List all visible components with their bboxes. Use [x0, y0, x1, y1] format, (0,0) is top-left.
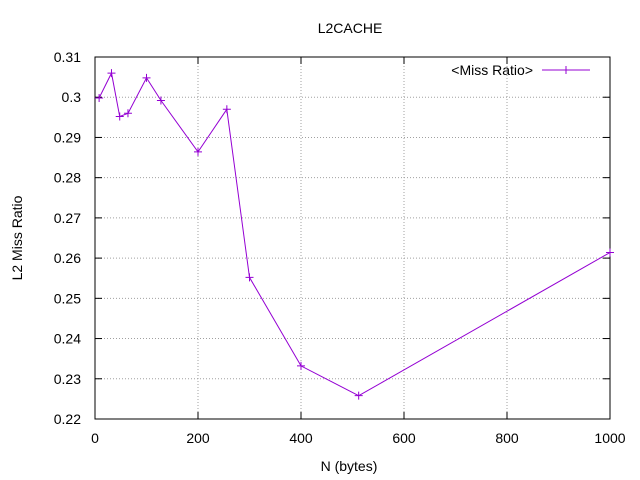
grid-lines — [95, 57, 610, 419]
data-point-marker — [95, 94, 104, 103]
chart-title: L2CACHE — [318, 20, 383, 36]
data-point-marker — [297, 361, 305, 370]
data-point-marker — [245, 273, 254, 282]
x-tick-label: 600 — [392, 430, 416, 446]
y-tick-label: 0.28 — [54, 170, 81, 186]
data-point-marker — [156, 96, 165, 105]
y-tick-label: 0.25 — [54, 290, 81, 306]
data-point-marker — [115, 112, 124, 121]
data-point-marker — [107, 69, 116, 78]
x-tick-label: 200 — [186, 430, 210, 446]
axis-ticks: 0.22 0.23 0.24 0.25 0.26 0.27 0.28 0.29 0.3 0.31 0… — [54, 49, 626, 446]
legend-marker — [562, 66, 570, 74]
series-line — [98, 71, 611, 397]
legend-label: <Miss Ratio> — [451, 62, 533, 78]
data-point-marker — [606, 248, 614, 257]
data-point-marker — [123, 109, 132, 118]
legend: <Miss Ratio> — [451, 62, 590, 78]
x-axis-title: N (bytes) — [321, 458, 378, 474]
data-point-marker — [194, 147, 202, 156]
x-tick-label: 400 — [289, 430, 313, 446]
y-tick-label: 0.27 — [54, 210, 81, 226]
y-tick-label: 0.31 — [54, 49, 81, 65]
y-tick-label: 0.26 — [54, 250, 81, 266]
x-tick-label: 1000 — [594, 430, 625, 446]
y-tick-label: 0.29 — [54, 129, 81, 145]
y-axis-title: L2 Miss Ratio — [9, 195, 25, 280]
data-series — [95, 69, 614, 400]
y-tick-label: 0.24 — [54, 331, 81, 347]
y-tick-label: 0.23 — [54, 371, 81, 387]
x-tick-label: 800 — [495, 430, 519, 446]
y-tick-label: 0.22 — [54, 411, 81, 427]
data-point-marker — [354, 391, 363, 400]
data-point-marker — [222, 105, 231, 114]
data-point-marker — [142, 73, 151, 82]
y-tick-label: 0.3 — [62, 89, 82, 105]
x-tick-label: 0 — [91, 430, 99, 446]
plot-frame — [94, 56, 611, 420]
